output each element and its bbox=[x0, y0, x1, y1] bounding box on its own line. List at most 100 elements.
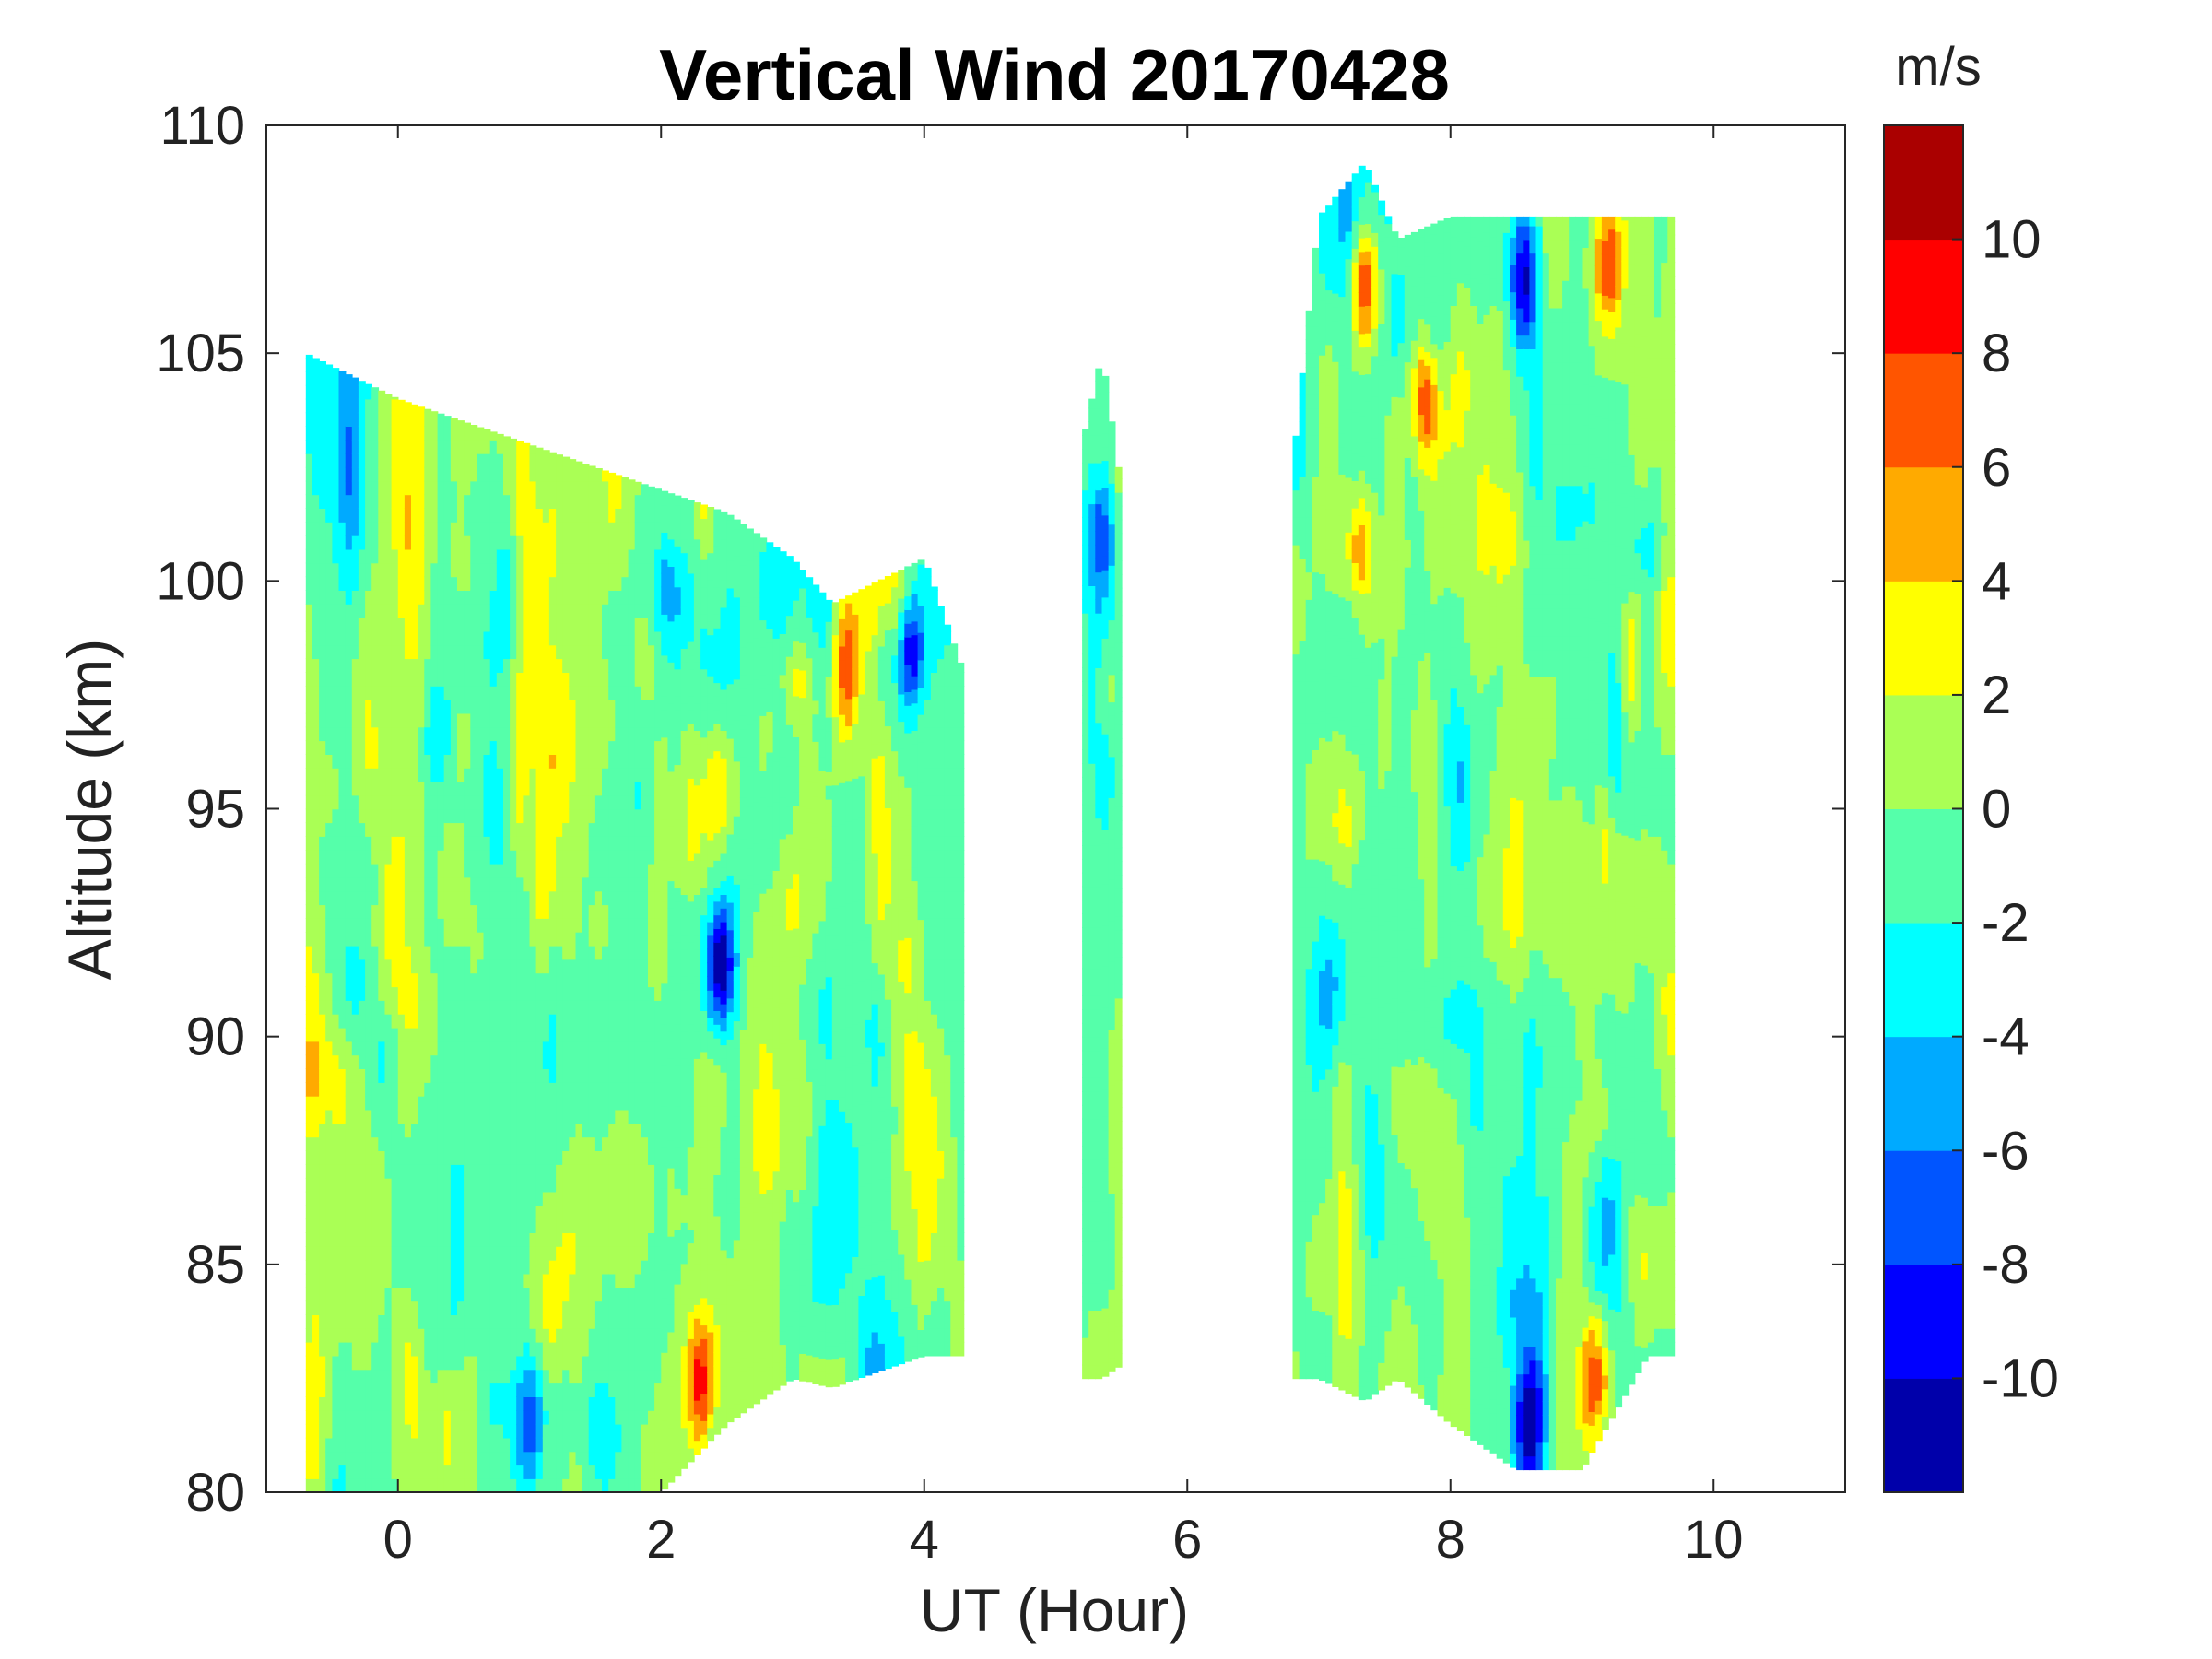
contour-cell bbox=[707, 1304, 715, 1319]
contour-cell bbox=[588, 658, 596, 673]
contour-cell bbox=[483, 1382, 491, 1397]
contour-cell bbox=[535, 1027, 544, 1042]
contour-cell bbox=[418, 562, 426, 578]
contour-cell bbox=[575, 604, 583, 618]
contour-cell bbox=[575, 1410, 583, 1425]
contour-cell bbox=[621, 1054, 629, 1069]
contour-cell bbox=[542, 1396, 550, 1411]
contour-cell bbox=[430, 644, 439, 660]
contour-cell bbox=[667, 935, 676, 950]
contour-cell bbox=[634, 959, 642, 974]
contour-cell bbox=[608, 1095, 617, 1111]
contour-cell bbox=[535, 1259, 544, 1275]
contour-cell bbox=[575, 822, 583, 837]
contour-cell bbox=[345, 959, 353, 974]
contour-cell bbox=[548, 1232, 557, 1247]
contour-cell bbox=[489, 1478, 498, 1493]
contour-cell bbox=[523, 1341, 531, 1357]
contour-cell bbox=[418, 972, 426, 988]
contour-cell bbox=[687, 600, 695, 615]
contour-cell bbox=[588, 590, 596, 605]
contour-cell bbox=[496, 535, 504, 550]
contour-cell bbox=[351, 1382, 359, 1397]
contour-cell bbox=[345, 822, 353, 837]
contour-cell bbox=[477, 1273, 485, 1288]
contour-cell bbox=[707, 908, 715, 923]
contour-cell bbox=[700, 1160, 708, 1175]
contour-cell bbox=[319, 1191, 326, 1206]
contour-cell bbox=[548, 1328, 557, 1343]
contour-cell bbox=[477, 508, 485, 523]
contour-cell bbox=[713, 1051, 722, 1066]
contour-cell bbox=[548, 822, 557, 837]
contour-cell bbox=[443, 1123, 452, 1138]
contour-cell bbox=[305, 740, 313, 755]
contour-cell bbox=[338, 466, 347, 482]
contour-cell bbox=[345, 1478, 353, 1493]
contour-cell bbox=[503, 686, 511, 700]
contour-cell bbox=[569, 712, 577, 728]
contour-cell bbox=[424, 1410, 432, 1425]
contour-cell bbox=[378, 1465, 386, 1479]
contour-cell bbox=[397, 630, 406, 646]
contour-cell bbox=[450, 1259, 458, 1275]
contour-cell bbox=[424, 1000, 432, 1015]
contour-cell bbox=[325, 1355, 334, 1371]
contour-cell bbox=[602, 918, 609, 933]
contour-cell bbox=[312, 740, 320, 755]
contour-cell bbox=[378, 1314, 386, 1329]
contour-cell bbox=[338, 658, 347, 673]
contour-cell bbox=[332, 480, 340, 496]
contour-cell bbox=[470, 658, 478, 673]
contour-cell bbox=[700, 614, 708, 629]
contour-cell bbox=[430, 548, 439, 564]
contour-cell bbox=[351, 453, 359, 468]
contour-cell bbox=[542, 630, 550, 646]
contour-cell bbox=[726, 997, 735, 1013]
contour-cell bbox=[628, 604, 636, 618]
contour-cell bbox=[693, 580, 701, 594]
contour-cell bbox=[648, 877, 655, 892]
contour-cell bbox=[457, 740, 465, 755]
contour-cell bbox=[371, 686, 380, 700]
contour-cell bbox=[489, 1300, 498, 1315]
contour-cell bbox=[450, 1369, 458, 1384]
contour-cell bbox=[496, 986, 504, 1001]
contour-cell bbox=[404, 740, 412, 755]
contour-cell bbox=[477, 959, 485, 974]
contour-cell bbox=[535, 1000, 544, 1015]
contour-cell bbox=[569, 1177, 577, 1193]
contour-cell bbox=[516, 863, 524, 878]
contour-cell bbox=[661, 1215, 669, 1230]
contour-cell bbox=[575, 630, 583, 646]
contour-cell bbox=[594, 822, 603, 837]
contour-cell bbox=[450, 1287, 458, 1302]
contour-cell bbox=[351, 822, 359, 837]
contour-cell bbox=[371, 712, 380, 728]
contour-cell bbox=[608, 1478, 617, 1493]
contour-cell bbox=[411, 617, 418, 632]
contour-cell bbox=[312, 590, 320, 605]
contour-cell bbox=[358, 850, 366, 865]
contour-cell bbox=[680, 935, 688, 950]
contour-cell bbox=[489, 740, 498, 755]
contour-cell bbox=[667, 894, 676, 909]
contour-cell bbox=[667, 1427, 676, 1442]
contour-cell bbox=[470, 1164, 478, 1179]
contour-cell bbox=[700, 736, 708, 752]
contour-cell bbox=[332, 945, 340, 960]
contour-cell bbox=[641, 1328, 649, 1343]
contour-cell bbox=[621, 1191, 629, 1206]
contour-cell bbox=[371, 836, 380, 851]
contour-cell bbox=[608, 877, 617, 892]
contour-cell bbox=[483, 754, 491, 769]
contour-cell bbox=[351, 850, 359, 865]
contour-cell bbox=[411, 1000, 418, 1015]
contour-cell bbox=[464, 1109, 471, 1124]
contour-cell bbox=[411, 1136, 418, 1151]
contour-cell bbox=[378, 522, 386, 536]
contour-cell bbox=[562, 1465, 571, 1479]
contour-cell bbox=[700, 1010, 708, 1025]
contour-cell bbox=[588, 850, 596, 865]
contour-cell bbox=[411, 1300, 418, 1315]
